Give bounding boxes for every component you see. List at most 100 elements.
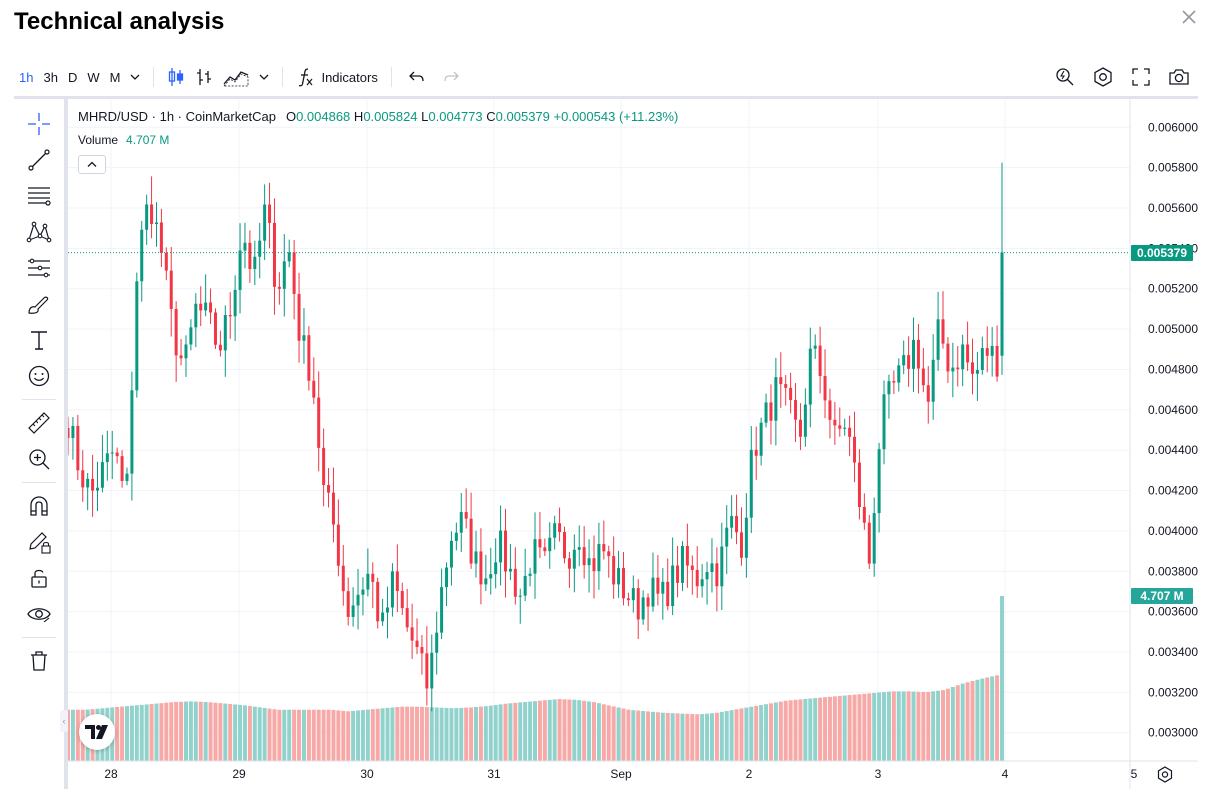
candle-body	[430, 652, 434, 689]
candle-body	[218, 344, 222, 351]
zoom-in-tool[interactable]	[22, 442, 56, 476]
volume-bar	[390, 707, 395, 761]
area-chart-type-button[interactable]	[218, 63, 254, 91]
quick-search-button[interactable]	[1046, 63, 1084, 91]
volume-bar	[670, 713, 675, 761]
forecasting-tool[interactable]	[22, 251, 56, 285]
magnet-tool[interactable]	[22, 489, 56, 523]
close-button[interactable]	[1178, 6, 1200, 28]
volume-bar	[375, 708, 380, 761]
redo-icon	[444, 71, 459, 82]
candle-body	[292, 252, 296, 294]
fullscreen-button[interactable]	[1122, 63, 1160, 91]
open-label: O	[285, 109, 297, 124]
candle-body	[376, 581, 380, 622]
candle-body	[941, 319, 945, 344]
candle-body	[646, 597, 650, 607]
pattern-tool[interactable]	[22, 215, 56, 249]
volume-bar	[537, 700, 542, 761]
interval-3h[interactable]: 3h	[43, 69, 58, 85]
candle-body	[150, 204, 154, 224]
volume-bar	[813, 698, 818, 761]
volume-bar	[429, 707, 434, 761]
bars-icon	[197, 69, 212, 85]
candle-body	[533, 539, 537, 574]
volume-bar	[218, 703, 223, 761]
price-axis-label: 0.004800	[1148, 362, 1198, 376]
emoji-tool[interactable]	[22, 359, 56, 393]
candle-body	[449, 540, 453, 568]
volume-bar	[759, 705, 764, 761]
chart-area[interactable]: 0.0060000.0058000.0056000.0054000.005200…	[66, 99, 1198, 789]
volume-bar	[179, 701, 184, 761]
candle-body	[395, 571, 399, 591]
volume-bar	[66, 709, 70, 761]
candle-body	[258, 240, 262, 257]
candle-body	[735, 515, 739, 533]
candle-body	[744, 517, 748, 558]
redo-button[interactable]	[434, 63, 468, 91]
lock-drawings-tool[interactable]	[22, 561, 56, 595]
stay-in-drawing-mode-tool[interactable]	[22, 525, 56, 559]
time-axis-label: Sep	[610, 767, 632, 781]
interval-1h[interactable]: 1h	[19, 69, 34, 85]
candle-body	[803, 404, 807, 437]
volume-bar	[945, 688, 950, 761]
candles-chart-type-button[interactable]	[162, 63, 190, 91]
trend-line-tool[interactable]	[22, 143, 56, 177]
crosshair-tool[interactable]	[22, 107, 56, 141]
candle-body	[818, 345, 822, 377]
candle-body	[336, 524, 340, 566]
toolbar-divider	[390, 67, 392, 87]
measure-tool[interactable]	[22, 406, 56, 440]
indicators-label: Indicators	[321, 69, 378, 85]
fib-retracement-tool[interactable]	[22, 179, 56, 213]
volume-bar	[852, 694, 857, 761]
brush-tool[interactable]	[22, 287, 56, 321]
remove-drawings-tool[interactable]	[22, 644, 56, 678]
interval-dropdown[interactable]	[125, 63, 145, 91]
symbol-title[interactable]: MHRD/USD · 1h · CoinMarketCap	[78, 109, 276, 124]
interval-w[interactable]: W	[87, 69, 100, 85]
price-chart[interactable]: 0.0060000.0058000.0056000.0054000.005200…	[66, 99, 1198, 789]
volume-bar	[262, 707, 267, 761]
volume-bar	[837, 695, 842, 761]
volume-bar	[124, 706, 129, 761]
candle-body	[567, 558, 571, 569]
tradingview-logo[interactable]	[79, 714, 115, 750]
volume-bar	[911, 691, 916, 761]
scroll-left-handle[interactable]: ‹	[60, 710, 68, 732]
undo-button[interactable]	[400, 63, 434, 91]
volume-bar	[995, 675, 1000, 761]
candle-body	[248, 242, 252, 269]
screenshot-button[interactable]	[1160, 63, 1198, 91]
volume-bar	[857, 694, 862, 761]
volume-bar	[695, 714, 700, 761]
bars-chart-type-button[interactable]	[190, 63, 218, 91]
hide-drawings-tool[interactable]	[22, 597, 56, 631]
chart-type-dropdown[interactable]	[254, 63, 274, 91]
candle-body	[548, 537, 552, 552]
volume-bar	[149, 703, 154, 761]
volume-bar	[503, 703, 508, 761]
volume-bar	[356, 710, 361, 761]
candle-body	[405, 608, 409, 628]
interval-d[interactable]: D	[67, 69, 78, 85]
settings-button[interactable]	[1084, 63, 1122, 91]
volume-bar	[714, 712, 719, 761]
volume-bar	[764, 704, 769, 761]
volume-bar	[906, 691, 911, 761]
axis-settings-button[interactable]	[1154, 764, 1176, 786]
candle-body	[985, 348, 989, 356]
indicators-button[interactable]: Indicators	[291, 63, 382, 91]
collapse-legend-button[interactable]	[78, 155, 106, 174]
volume-bar	[533, 701, 537, 761]
volume-bar	[793, 699, 798, 761]
text-tool[interactable]	[22, 323, 56, 357]
candle-body	[346, 591, 350, 617]
interval-m[interactable]: M	[109, 69, 121, 85]
volume-label[interactable]: Volume	[78, 133, 119, 147]
candle-body	[435, 632, 439, 653]
volume-bar	[626, 709, 631, 761]
volume-bar	[749, 706, 754, 761]
